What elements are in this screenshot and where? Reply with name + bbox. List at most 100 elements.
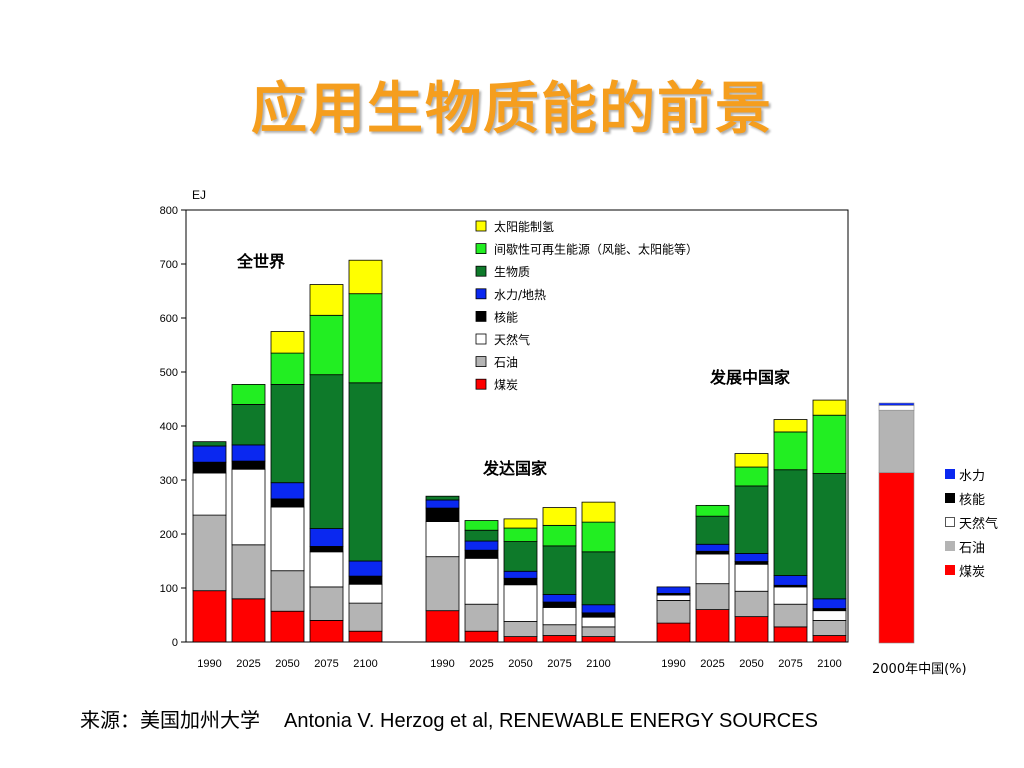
bar-segment: [231, 468, 266, 546]
china-legend-label: 石油: [959, 540, 986, 556]
bar-segment: [503, 577, 538, 586]
bar-segment: [231, 598, 266, 643]
bar-segment: [348, 259, 383, 295]
y-tick-label: 700: [160, 259, 178, 271]
legend-swatch: [475, 378, 487, 390]
china-legend-swatch: [945, 493, 955, 503]
bar-segment: [542, 507, 577, 526]
bar-segment: [734, 485, 769, 554]
x-tick-label: 2025: [700, 658, 724, 670]
x-tick-label: 2100: [353, 658, 377, 670]
legend-label: 水力/地热: [494, 288, 546, 302]
bar-segment: [270, 506, 305, 572]
bar-segment: [192, 441, 227, 447]
bar-segment: [309, 620, 344, 643]
bar-segment: [542, 624, 577, 636]
legend-label: 石油: [494, 356, 518, 370]
bar-segment: [503, 541, 538, 572]
legend-swatch: [475, 220, 487, 232]
bar-segment: [695, 504, 730, 517]
bar-segment: [581, 501, 616, 523]
y-tick-label: 800: [160, 205, 178, 217]
bar-segment: [270, 498, 305, 508]
bar-segment: [695, 609, 730, 643]
bar-segment: [581, 521, 616, 553]
bar-segment: [581, 626, 616, 638]
bar-segment: [581, 604, 616, 614]
bar-segment: [656, 600, 691, 624]
legend-label: 生物质: [494, 265, 530, 279]
bar-segment: [542, 594, 577, 603]
bar-segment: [734, 466, 769, 487]
y-tick-label: 0: [172, 637, 178, 649]
china-legend-label: 水力: [959, 468, 986, 484]
legend-label: 煤炭: [494, 378, 518, 392]
bar-segment: [773, 575, 808, 586]
x-tick-label: 2100: [586, 658, 610, 670]
china-bar-segment: [878, 402, 915, 406]
bar-segment: [581, 636, 616, 643]
bar-segment: [464, 529, 499, 542]
bar-segment: [270, 570, 305, 612]
y-tick-label: 100: [160, 583, 178, 595]
china-legend-item: 核能: [945, 486, 998, 510]
bar-segment: [270, 331, 305, 354]
legend-label: 核能: [494, 310, 518, 324]
y-unit-label: EJ: [192, 188, 206, 202]
bar-segment: [773, 603, 808, 628]
bar-segment: [773, 469, 808, 576]
legend-swatch: [475, 243, 487, 255]
bar-segment: [464, 540, 499, 551]
bar-segment: [309, 314, 344, 376]
china-legend: 水力核能 天然气石油煤炭: [945, 462, 998, 582]
bar-segment: [542, 607, 577, 626]
bar-segment: [464, 557, 499, 605]
legend-swatch: [475, 310, 487, 322]
bar-segment: [695, 543, 730, 552]
bar-segment: [464, 520, 499, 531]
china-legend-item: 石油: [945, 534, 998, 558]
china-legend-label: 煤炭: [959, 564, 986, 580]
bar-segment: [734, 590, 769, 618]
legend-swatch: [475, 265, 487, 277]
x-tick-label: 2025: [469, 658, 493, 670]
y-tick-label: 300: [160, 475, 178, 487]
china-legend-item: 水力: [945, 462, 998, 486]
bar-segment: [270, 482, 305, 500]
bar-segment: [309, 374, 344, 530]
legend-swatch: [475, 333, 487, 345]
bar-segment: [270, 384, 305, 484]
bar-segment: [231, 544, 266, 600]
bar-segment: [192, 472, 227, 516]
bar-segment: [348, 560, 383, 577]
bar-segment: [425, 507, 460, 522]
bar-segment: [192, 445, 227, 463]
bar-segment: [812, 620, 847, 636]
bar-segment: [231, 460, 266, 470]
y-tick-label: 400: [160, 421, 178, 433]
bar-segment: [192, 514, 227, 592]
group-label: 发达国家: [482, 459, 548, 478]
china-legend-swatch: [945, 565, 955, 575]
source-label: 来源：美国加州大学: [80, 708, 260, 732]
bar-segment: [812, 635, 847, 643]
bar-segment: [309, 528, 344, 547]
bar-segment: [581, 616, 616, 628]
china-legend-item: 天然气: [945, 510, 998, 534]
bar-segment: [348, 575, 383, 585]
x-tick-label: 1990: [430, 658, 454, 670]
bar-segment: [503, 584, 538, 622]
bar-segment: [309, 586, 344, 621]
bar-segment: [348, 382, 383, 562]
bar-segment: [309, 284, 344, 316]
bar-segment: [734, 553, 769, 562]
x-tick-label: 1990: [197, 658, 221, 670]
bar-segment: [503, 636, 538, 643]
bar-segment: [464, 603, 499, 632]
source-line: 来源：美国加州大学 Antonia V. Herzog et al, RENEWA…: [80, 704, 818, 733]
bar-segment: [773, 419, 808, 433]
bar-segment: [581, 612, 616, 618]
x-tick-label: 2075: [778, 658, 802, 670]
bar-segment: [734, 563, 769, 592]
china-bar-segment: [878, 405, 915, 411]
